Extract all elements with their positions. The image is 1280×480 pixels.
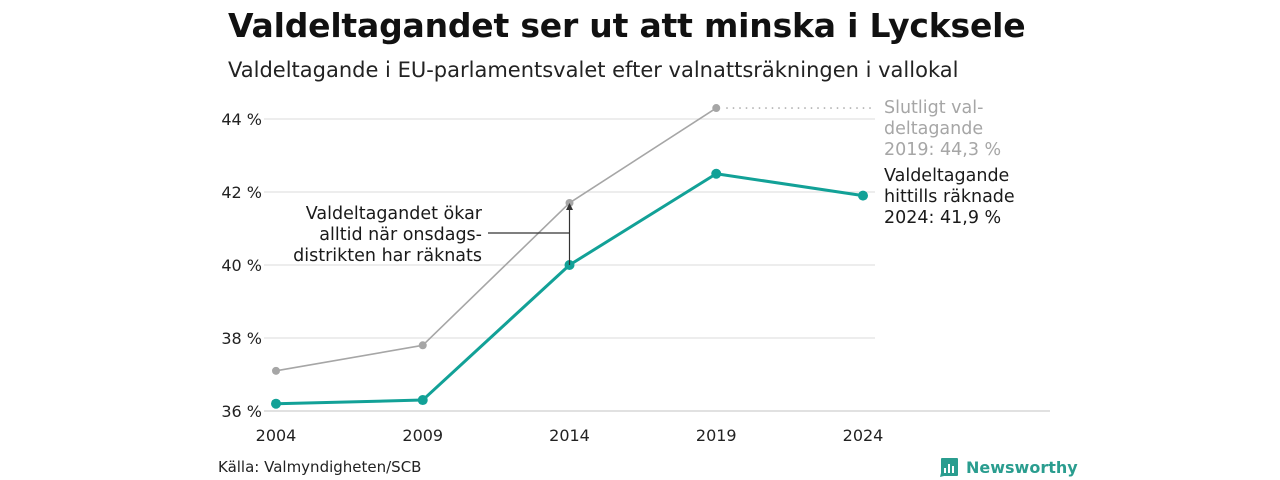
x-tick-label: 2024: [843, 426, 884, 445]
x-tick-label: 2019: [696, 426, 737, 445]
x-tick-label: 2004: [256, 426, 297, 445]
brand-logo: Newsworthy: [938, 456, 1078, 478]
wednesday-note: distrikten har räknats: [293, 246, 482, 266]
data-point-final: [272, 366, 280, 375]
arrow-head-icon: [566, 202, 573, 210]
chart-subtitle: Valdeltagande i EU-parlamentsvalet efter…: [228, 58, 959, 82]
x-tick-label: 2009: [402, 426, 443, 445]
data-point-counted: [417, 395, 428, 406]
y-tick-label: 40 %: [221, 256, 262, 275]
brand-name: Newsworthy: [966, 457, 1078, 477]
final-turnout-label: deltagande: [884, 119, 983, 139]
wednesday-note: Valdeltagandet ökar: [306, 204, 483, 224]
y-tick-label: 38 %: [221, 329, 262, 348]
final-turnout-label: Slutligt val-: [884, 98, 983, 118]
y-tick-label: 44 %: [221, 110, 262, 129]
x-tick-label: 2014: [549, 426, 590, 445]
final-turnout-label: 2019: 44,3 %: [884, 140, 1001, 160]
counted-turnout-label: 2024: 41,9 %: [884, 208, 1001, 228]
y-tick-label: 42 %: [221, 183, 262, 202]
counted-turnout-label: hittills räknade: [884, 187, 1015, 207]
data-point-counted: [711, 168, 722, 179]
data-point-final: [418, 341, 427, 350]
wednesday-note: alltid när onsdags-: [319, 225, 482, 245]
y-tick-label: 36 %: [221, 402, 262, 421]
data-point-counted: [858, 190, 868, 201]
data-point-final: [712, 104, 721, 113]
source-note: Källa: Valmyndigheten/SCB: [218, 458, 422, 476]
counted-turnout-label: Valdeltagande: [884, 166, 1009, 186]
data-point-counted: [271, 398, 281, 409]
series-line-final: [275, 107, 717, 372]
chart-title: Valdeltagandet ser ut att minska i Lycks…: [228, 6, 1026, 45]
newsworthy-icon: [940, 458, 958, 477]
